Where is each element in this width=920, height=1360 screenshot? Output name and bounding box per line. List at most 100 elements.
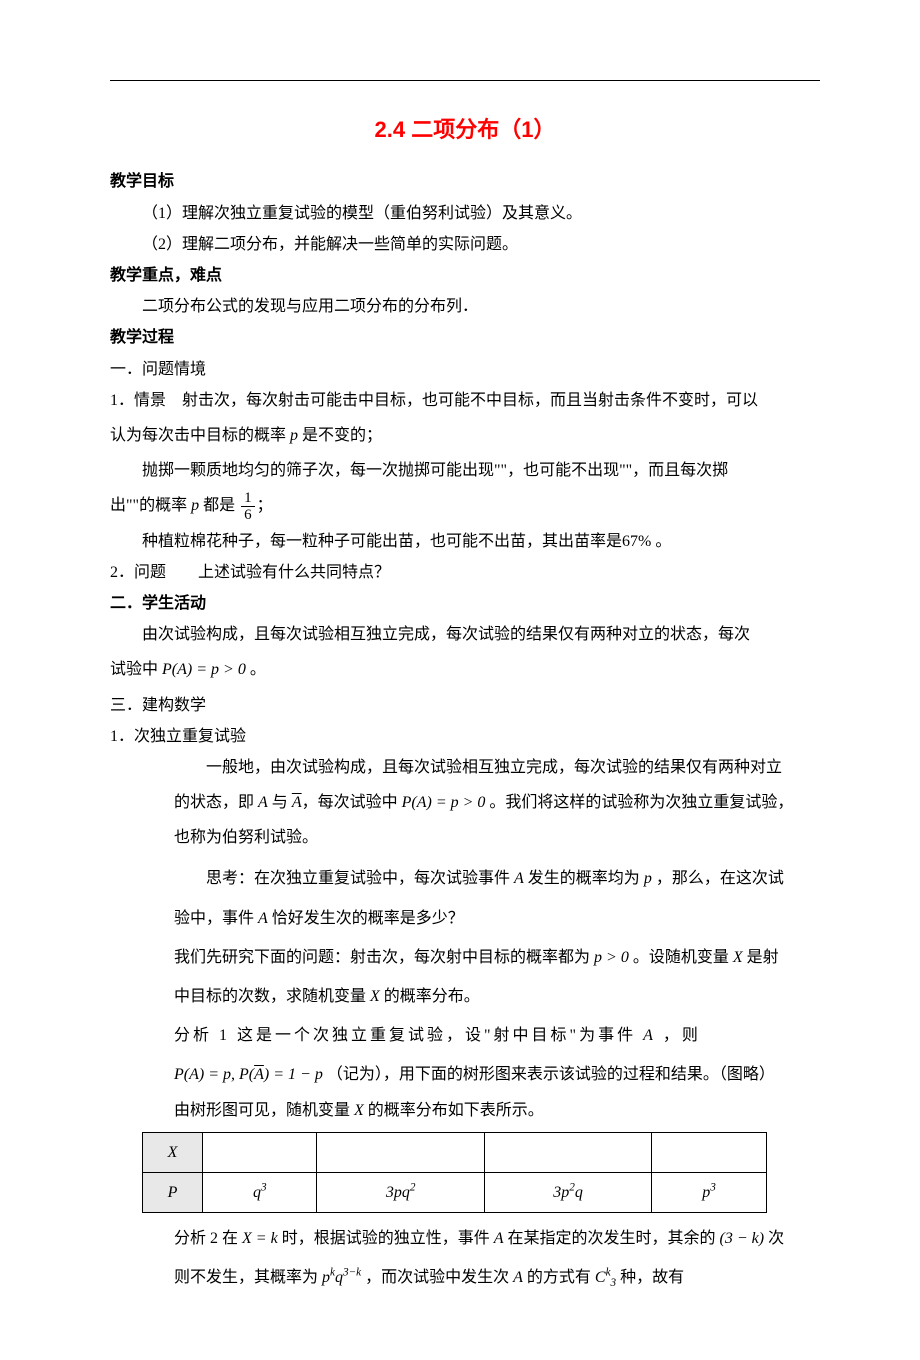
objective-1: （1）理解次独立重复试验的模型（重伯努利试验）及其意义。 [110,200,820,227]
part-2-activity-head: 二．学生活动 [110,590,820,617]
table-cell: p3 [652,1172,766,1212]
table-cell [652,1132,766,1172]
def-line2: 的状态，即 A 与 A，每次试验中 P(A) = p > 0 。我们将这样的试验… [174,785,820,820]
text: 则不发生，其概率为 [174,1269,322,1286]
event-A-bar: A [292,794,302,811]
expr: X = k [242,1230,278,1247]
question-2: 2．问题 上述试验有什么共同特点？ [110,559,820,586]
scenario-1-line1: 1．情景 射击次，每次射击可能击中目标，也可能不中目标，而且当射击条件不变时，可… [110,387,820,414]
row-header-P: P [143,1172,203,1212]
expr-pkqk: pkq3−k [322,1269,361,1286]
expr: P(A) = p > 0 [162,661,246,678]
section-process-head: 教学过程 [110,324,820,351]
research-line1: 我们先研究下面的问题：射击次，每次射中目标的概率都为 p > 0 。设随机变量 … [174,940,820,975]
text: 都是 [199,497,239,514]
text: 是射 [743,949,779,966]
text: 发生的概率均为 [524,870,644,887]
def-line1: 一般地，由次试验构成，且每次试验相互独立完成，每次试验的结果仅有两种对立 [174,754,820,781]
text: ，则 [656,1027,701,1044]
event-A-bar: A [254,1066,264,1083]
text: 分析 2 在 [174,1230,242,1247]
table-row: P q3 3pq2 3p2q p3 [143,1172,767,1212]
expr-part2: ) = 1 − p [264,1066,323,1083]
text: 思考：在次独立重复试验中，每次试验事件 [206,870,514,887]
text: 的状态，即 [174,794,258,811]
text: ，那么，在这次试 [652,870,784,887]
activity-line1: 由次试验构成，且每次试验相互独立完成，每次试验的结果仅有两种对立的状态，每次 [110,621,820,648]
think-line1: 思考：在次独立重复试验中，每次试验事件 A 发生的概率均为 p ，那么，在这次试 [174,861,820,896]
text: 出""的概率 [110,497,191,514]
text: ，每次试验中 [302,794,402,811]
var-X: X [354,1102,364,1119]
text: 。设随机变量 [629,949,733,966]
expr: (3 − k) [720,1230,765,1247]
part-3-construct: 三．建构数学 [110,692,820,719]
fraction-one-sixth: 16 [241,490,255,524]
combination-symbol: Ck3 [595,1269,616,1286]
var-p: p [290,427,298,444]
var-X: X [733,949,743,966]
text: 。 [651,533,671,550]
table-row: X [143,1132,767,1172]
text: 种，故有 [616,1269,684,1286]
table-cell: 3p2q [484,1172,651,1212]
var-X: X [370,988,380,1005]
scenario-2-line1: 抛掷一颗质地均匀的筛子次，每一次抛掷可能出现""，也可能不出现""，而且每次掷 [110,457,820,484]
text: 。我们将这样的试验称为次独立重复试验， [485,794,793,811]
event-A: A [258,794,268,811]
text: 验中，事件 [174,910,258,927]
doc-title: 2.4 二项分布（1） [110,111,820,148]
text: 。 [246,661,266,678]
table-cell [484,1132,651,1172]
text: 时，根据试验的独立性，事件 [278,1230,494,1247]
scenario-3: 种植粒棉花种子，每一粒种子可能出苗，也可能不出苗，其出苗率是67% 。 [110,528,820,555]
top-rule [110,80,820,81]
def-line3: 也称为伯努利试验。 [174,824,820,851]
activity-line2: 试验中 P(A) = p > 0 。 [110,652,820,687]
scenario-1-line2: 认为每次击中目标的概率 p 是不变的； [110,418,820,453]
research-line2: 中目标的次数，求随机变量 X 的概率分布。 [174,979,820,1014]
expr: p > 0 [594,949,629,966]
denominator: 6 [241,507,255,524]
event-A: A [513,1269,523,1286]
scenario-2-line2: 出""的概率 p 都是 16； [110,488,820,523]
text: 中目标的次数，求随机变量 [174,988,370,1005]
text: 在某指定的次发生时，其余的 [503,1230,719,1247]
text: ； [257,497,273,514]
numerator: 1 [241,490,255,508]
table-cell [203,1132,317,1172]
text: 恰好发生次的概率是多少？ [268,910,464,927]
text: 的概率分布。 [380,988,480,1005]
analysis-2-line2: 则不发生，其概率为 pkq3−k ，而次试验中发生次 A 的方式有 Ck3 种，… [174,1260,820,1295]
analysis-1-line1: 分析 1 这是一个次独立重复试验，设"射中目标"为事件 A ，则 [174,1018,820,1053]
expr-part1: P(A) = p, P( [174,1066,254,1083]
var-p: p [191,497,199,514]
event-A: A [643,1027,656,1044]
objective-2: （2）理解二项分布，并能解决一些简单的实际问题。 [110,231,820,258]
text: 次 [764,1230,784,1247]
part-1-situation: 一．问题情境 [110,356,820,383]
subsection-1-head: 1．次独立重复试验 [110,723,820,750]
expr: P(A) = p > 0 [402,794,486,811]
text: 我们先研究下面的问题：射击次，每次射中目标的概率都为 [174,949,594,966]
think-line2: 验中，事件 A 恰好发生次的概率是多少？ [174,901,820,936]
section-objectives-head: 教学目标 [110,168,820,195]
text: 由树形图可见，随机变量 [174,1102,354,1119]
analysis-1-line2: P(A) = p, P(A) = 1 − p （记为），用下面的树形图来表示该试… [174,1057,820,1092]
text: 种植粒棉花种子，每一粒种子可能出苗，也可能不出苗，其出苗率是 [142,533,622,550]
text: 的概率分布如下表所示。 [364,1102,544,1119]
event-A: A [514,870,524,887]
row-header-X: X [143,1132,203,1172]
table-cell: 3pq2 [317,1172,484,1212]
table-cell [317,1132,484,1172]
text: 与 [268,794,292,811]
text: ，而次试验中发生次 [361,1269,513,1286]
percent: 67% [622,533,651,550]
text: 的方式有 [523,1269,595,1286]
text: 试验中 [110,661,162,678]
text: 认为每次击中目标的概率 [110,427,290,444]
text: 分析 1 这是一个次独立重复试验，设"射中目标"为事件 [174,1027,643,1044]
section-focus-head: 教学重点，难点 [110,262,820,289]
var-p: p [644,870,652,887]
text: 是不变的； [298,427,382,444]
